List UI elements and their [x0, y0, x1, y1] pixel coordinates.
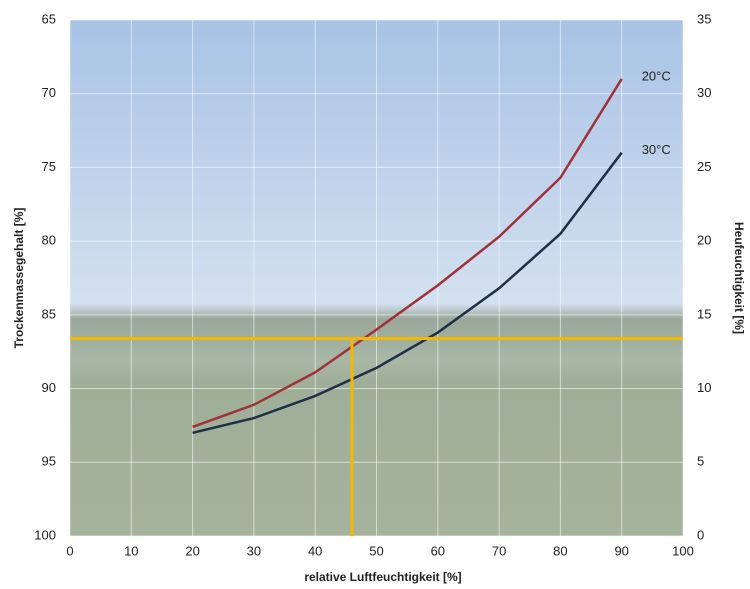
y-tick-label: 80 [42, 233, 56, 248]
y-tick-label: 100 [34, 527, 56, 542]
y2-tick-label: 5 [697, 454, 704, 469]
y-axis-title: Trockenmassegehalt [%] [12, 208, 26, 349]
y2-tick-label: 0 [697, 527, 704, 542]
y2-tick-label: 30 [697, 85, 711, 100]
x-axis-title: relative Luftfeuchtigkeit [%] [304, 570, 461, 584]
x-tick-label: 30 [247, 543, 261, 558]
x-tick-label: 70 [492, 543, 506, 558]
y2-tick-label: 20 [697, 233, 711, 248]
series-label: 30°C [642, 142, 671, 157]
series-line [192, 151, 623, 435]
x-tick-label: 0 [66, 543, 73, 558]
y2-axis-title: Heufeuchtigkeit [%] [732, 222, 746, 334]
y-tick-label: 70 [42, 85, 56, 100]
x-tick-label: 10 [124, 543, 138, 558]
x-tick-label: 60 [431, 543, 445, 558]
y2-tick-label: 15 [697, 306, 711, 321]
x-tick-label: 100 [672, 543, 694, 558]
x-tick-label: 80 [553, 543, 567, 558]
x-tick-label: 50 [369, 543, 383, 558]
series-label: 20°C [642, 68, 671, 83]
y-tick-label: 75 [42, 159, 56, 174]
y2-tick-label: 25 [697, 159, 711, 174]
y-tick-label: 85 [42, 306, 56, 321]
y2-tick-label: 35 [697, 11, 711, 26]
y-tick-label: 90 [42, 380, 56, 395]
x-tick-label: 90 [614, 543, 628, 558]
x-tick-label: 20 [185, 543, 199, 558]
series-line [192, 78, 623, 429]
y-tick-label: 95 [42, 454, 56, 469]
x-tick-label: 40 [308, 543, 322, 558]
y-tick-label: 65 [42, 11, 56, 26]
y2-tick-label: 10 [697, 380, 711, 395]
